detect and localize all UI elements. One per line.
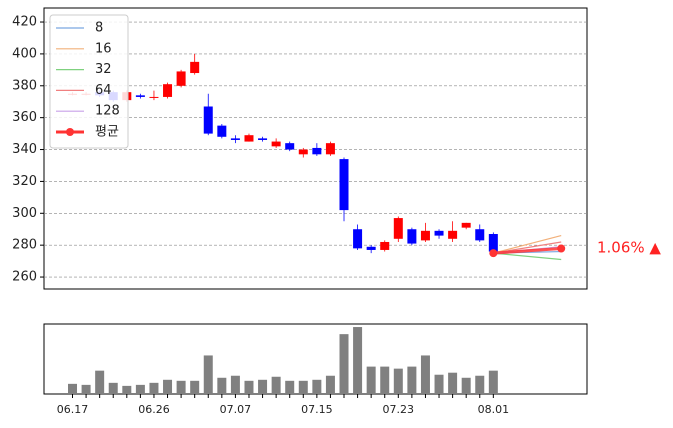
volume-bar <box>475 375 485 394</box>
candle-body <box>149 96 159 98</box>
volume-bar <box>353 327 363 394</box>
projection-line <box>493 252 562 261</box>
volume-bar <box>407 366 417 394</box>
legend-label: 16 <box>95 41 112 56</box>
volume-bar <box>393 368 403 394</box>
y-tick-label: 420 <box>12 15 37 30</box>
candle-body <box>448 230 458 239</box>
candle-body <box>420 230 430 241</box>
candle-body <box>217 125 227 137</box>
legend-label: 평균 <box>95 125 119 140</box>
volume-bar <box>258 379 268 394</box>
x-tick-label: 06.17 <box>57 403 89 416</box>
price-frame <box>43 7 588 290</box>
candle-body <box>176 71 186 86</box>
x-tick-label: 07.07 <box>220 403 252 416</box>
volume-bar <box>149 382 159 394</box>
volume-bar <box>122 385 132 394</box>
candle-body <box>312 147 322 155</box>
volume-bar <box>81 384 91 394</box>
x-tick-label: 07.23 <box>383 403 415 416</box>
volume-bar <box>312 379 322 394</box>
candle-body <box>271 141 281 147</box>
volume-bar <box>190 380 200 394</box>
candle-body <box>298 149 308 155</box>
volume-bar <box>434 374 444 394</box>
x-tick-label: 06.26 <box>138 403 170 416</box>
legend-swatch-marker <box>66 128 74 136</box>
candle-body <box>244 135 254 142</box>
projection-line <box>493 247 562 255</box>
volume-bar <box>339 334 349 394</box>
candle-body <box>353 229 363 249</box>
candle-body <box>366 246 376 250</box>
y-tick-label: 380 <box>12 78 37 93</box>
volume-bar <box>420 355 430 394</box>
volume-bar <box>285 380 295 394</box>
volume-bar <box>325 375 335 394</box>
x-tick-label: 07.15 <box>301 403 333 416</box>
candle-body <box>339 159 349 211</box>
volume-bar <box>95 370 105 394</box>
projection-marker <box>489 249 498 258</box>
candle-body <box>190 61 200 74</box>
legend-label: 8 <box>95 21 103 36</box>
volume-bar <box>135 384 145 394</box>
x-tick-label: 08.01 <box>478 403 510 416</box>
projection-marker <box>557 244 566 253</box>
legend-label: 64 <box>95 83 112 98</box>
legend-label: 32 <box>95 62 112 77</box>
y-tick-label: 260 <box>12 270 37 285</box>
y-tick-label: 320 <box>12 174 37 189</box>
volume-bar <box>271 376 281 394</box>
candle-body <box>258 138 268 140</box>
candle-body <box>461 222 471 228</box>
volume-bar <box>68 383 78 394</box>
volume-bar <box>298 380 308 394</box>
volume-bar <box>366 366 376 394</box>
volume-bar <box>230 375 240 394</box>
volume-bar <box>163 379 173 394</box>
candle-body <box>475 229 485 241</box>
volume-bar <box>488 370 498 394</box>
candle-body <box>230 138 240 140</box>
volume-bar <box>203 355 213 394</box>
candle-body <box>380 241 390 250</box>
candle-body <box>488 234 498 252</box>
annotation: 1.06% ▲ <box>597 239 661 257</box>
y-tick-label: 280 <box>12 238 37 253</box>
projection-line <box>493 235 562 254</box>
volume-bar <box>380 366 390 394</box>
legend-label: 128 <box>95 104 120 119</box>
candle-body <box>203 106 213 134</box>
candle-body <box>325 143 335 155</box>
candle-body <box>434 230 444 236</box>
candle-body <box>393 218 403 239</box>
volume-bar <box>108 382 118 394</box>
volume-bar <box>448 372 458 394</box>
volume-bar <box>176 380 186 394</box>
candle-body <box>163 84 173 97</box>
volume-bar <box>217 377 227 394</box>
candle-body <box>135 95 145 97</box>
candle-body <box>407 229 417 244</box>
volume-bar <box>244 380 254 394</box>
candle-body <box>285 143 295 150</box>
y-tick-label: 360 <box>12 110 37 125</box>
y-tick-label: 400 <box>12 46 37 61</box>
volume-bar <box>461 377 471 394</box>
y-tick-label: 300 <box>12 206 37 221</box>
y-tick-label: 340 <box>12 142 37 157</box>
